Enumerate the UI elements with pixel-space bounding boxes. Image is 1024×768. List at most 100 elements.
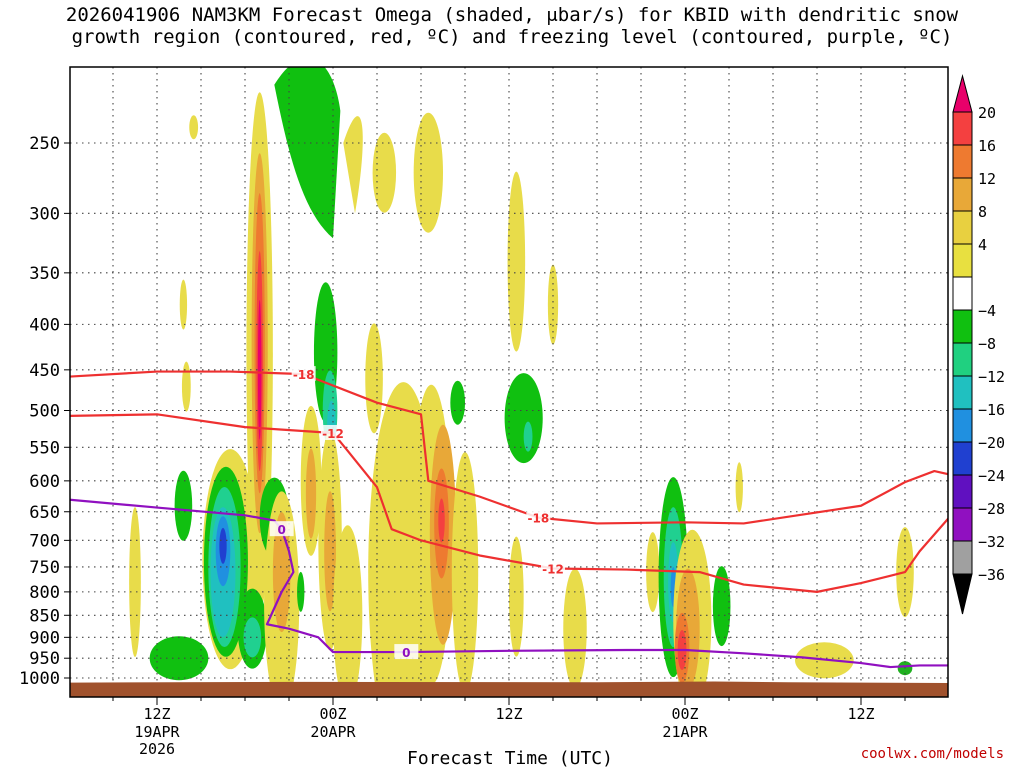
contour-label-bg [269,521,294,537]
x-tick-label: 12Z [847,705,874,723]
y-tick-label: 650 [29,503,60,523]
contour-label: -18 [293,368,315,382]
y-tick-label: 700 [29,531,60,551]
contour-label: -12 [322,427,344,441]
x-tick-label: 00Z [671,705,698,723]
y-tick-label: 500 [29,402,60,422]
y-tick-label: 600 [29,472,60,492]
contour-label-bg [541,560,565,576]
omega-region [372,132,397,213]
omega-region [174,470,193,541]
colorbar-swatch [952,111,973,146]
colorbar-label: 4 [978,236,987,254]
colorbar-swatch [952,375,973,410]
omega-region [450,380,465,425]
omega-region [438,498,445,543]
omega-region [504,373,543,464]
colorbar-bottom-arrow [952,573,973,615]
colorbar-label: −36 [978,566,1005,584]
chart-title-line2: growth region (contoured, red, ºC) and f… [71,26,953,48]
omega-region [563,568,587,689]
omega-region [324,491,336,612]
y-axis: 2503003504004505005506006507007508008509… [19,134,70,689]
y-tick-label: 400 [29,315,60,335]
contour-layer: -18 -18 -12 -12 0 0 [70,366,948,669]
x-tick-label: 00Z [319,705,346,723]
x-tick-label: 12Z [143,705,170,723]
colorbar-swatch [952,276,973,311]
omega-region [365,323,383,434]
omega-max-region [257,299,262,440]
colorbar-swatch [952,507,973,542]
contour-label: -18 [527,512,549,526]
chart-title-line1: 2026041906 NAM3KM Forecast Omega (shaded… [65,4,959,26]
y-tick-label: 300 [29,204,60,224]
contour-label: 0 [402,646,410,660]
omega-region [413,112,444,233]
colorbar-swatch [952,474,973,509]
y-tick-label: 350 [29,264,60,284]
omega-region [305,448,317,539]
colorbar-label: −32 [978,533,1005,551]
colorbar-swatch [952,243,973,278]
y-tick-label: 850 [29,606,60,626]
colorbar-swatch [952,441,973,476]
colorbar-swatch [952,177,973,212]
omega-region [333,525,363,697]
omega-region [377,454,392,545]
y-tick-label: 1000 [19,669,60,689]
colorbar-label: −24 [978,467,1005,485]
x-tick-sublabel: 21APR [662,723,708,741]
contour-label-bg [526,509,551,525]
colorbar: 20 16 12 8 4 −4 −8 −12 −16 −20 −24 −28 −32 −36 [952,74,1005,615]
contour-label-bg [394,644,419,660]
colorbar-label: −4 [978,302,996,320]
x-axis-label: Forecast Time (UTC) [407,748,613,768]
x-tick-sublabel: 19APR [134,723,180,741]
omega-region [129,507,141,658]
y-tick-label: 800 [29,583,60,603]
colorbar-label: 20 [978,104,996,122]
omega-region [297,571,305,612]
y-tick-label: 450 [29,361,60,381]
omega-region [508,536,524,657]
omega-region [547,264,559,345]
y-tick-label: 950 [29,649,60,669]
contour--12C [70,413,948,593]
terrain-layer [70,681,948,697]
contour-label: 0 [277,523,285,537]
omega-region [712,566,731,647]
colorbar-label: −8 [978,335,996,353]
colorbar-label: −12 [978,368,1005,386]
credit-text: coolwx.com/models [860,746,1004,762]
x-tick-sublabel: 20APR [310,723,356,741]
colorbar-swatch [952,408,973,443]
omega-negative-region [274,67,341,239]
colorbar-label: −16 [978,401,1005,419]
colorbar-swatch [952,210,973,245]
x-tick-sublabel: 2026 [139,740,175,758]
omega-region [189,115,199,140]
y-tick-label: 250 [29,134,60,154]
omega-region [181,361,191,412]
contour-label-bg [321,424,345,440]
colorbar-label: 12 [978,170,996,188]
colorbar-swatch [952,309,973,344]
y-tick-label: 750 [29,558,60,578]
omega-region [735,462,743,513]
colorbar-top-arrow [952,74,973,113]
omega-region [179,279,188,330]
terrain-fill [70,681,948,697]
x-tick-label: 12Z [495,705,522,723]
colorbar-label: 16 [978,137,996,155]
omega-region [243,617,262,658]
colorbar-label: −28 [978,500,1005,518]
contour-label-bg [291,366,316,382]
omega-region [507,171,526,352]
grid-layer [70,67,948,697]
contour-label: -12 [542,563,564,577]
colorbar-label: 8 [978,203,987,221]
omega-region [523,421,533,452]
